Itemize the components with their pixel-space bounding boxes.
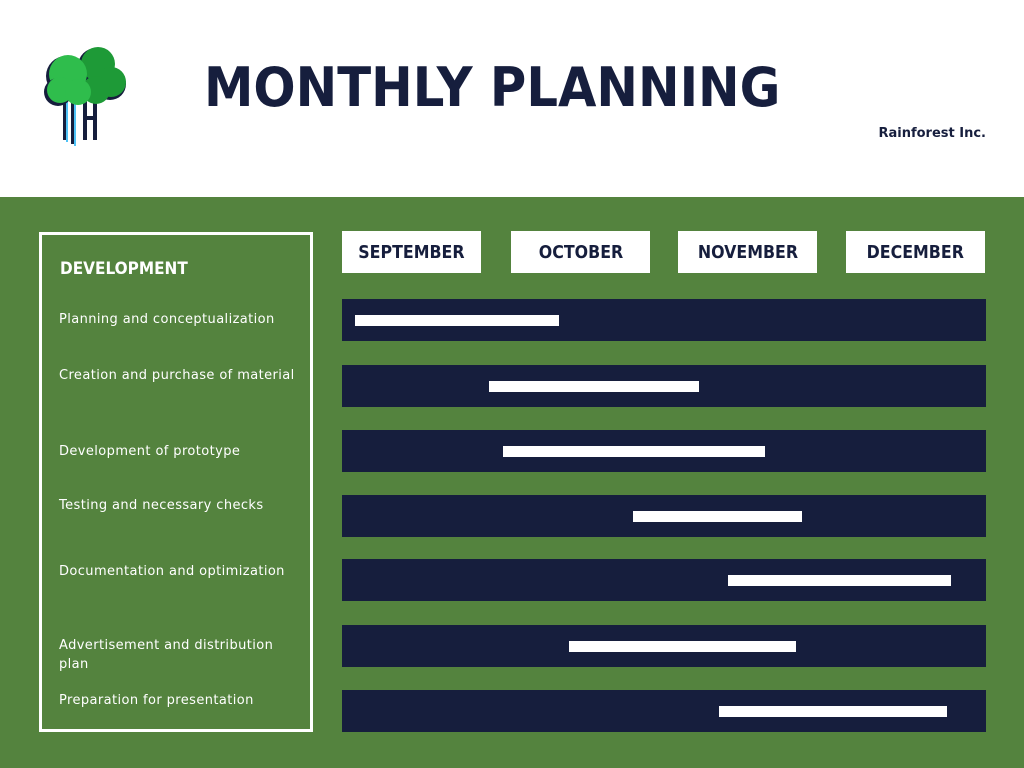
task-label: Testing and necessary checks [59, 498, 264, 513]
month-label: OCTOBER [538, 241, 623, 263]
task-list-box [39, 232, 313, 732]
gantt-bar [354, 315, 560, 326]
task-label: Preparation for presentation [59, 693, 254, 708]
gantt-track [342, 430, 986, 472]
task-label: Documentation and optimization [59, 564, 285, 579]
planning-panel [0, 197, 1024, 768]
month-header-december: DECEMBER [846, 231, 985, 273]
month-label: NOVEMBER [697, 241, 798, 263]
task-label: Creation and purchase of material [59, 368, 295, 383]
task-label: Development of prototype [59, 444, 241, 459]
month-label: DECEMBER [866, 241, 965, 263]
gantt-track [342, 495, 986, 537]
gantt-bar [569, 641, 796, 652]
tree-logo-icon [44, 47, 126, 146]
gantt-track [342, 625, 986, 667]
month-header-november: NOVEMBER [678, 231, 817, 273]
gantt-bar [503, 446, 766, 457]
company-name: Rainforest Inc. [878, 126, 986, 141]
gantt-track [342, 365, 986, 407]
task-label: Planning and conceptualization [59, 312, 275, 327]
gantt-track [342, 299, 986, 341]
header: MONTHLY PLANNING Rainforest Inc. [0, 0, 1024, 197]
gantt-bar [718, 706, 948, 717]
gantt-bar [728, 575, 951, 586]
gantt-track [342, 559, 986, 601]
gantt-bar [488, 381, 700, 392]
month-header-october: OCTOBER [511, 231, 650, 273]
month-header-september: SEPTEMBER [342, 231, 481, 273]
gantt-bar [633, 511, 803, 522]
gantt-track [342, 690, 986, 732]
page-title: MONTHLY PLANNING [204, 56, 781, 119]
task-label: Advertisement and distribution plan [59, 638, 274, 672]
month-label: SEPTEMBER [358, 241, 465, 263]
section-title: DEVELOPMENT [60, 259, 188, 279]
